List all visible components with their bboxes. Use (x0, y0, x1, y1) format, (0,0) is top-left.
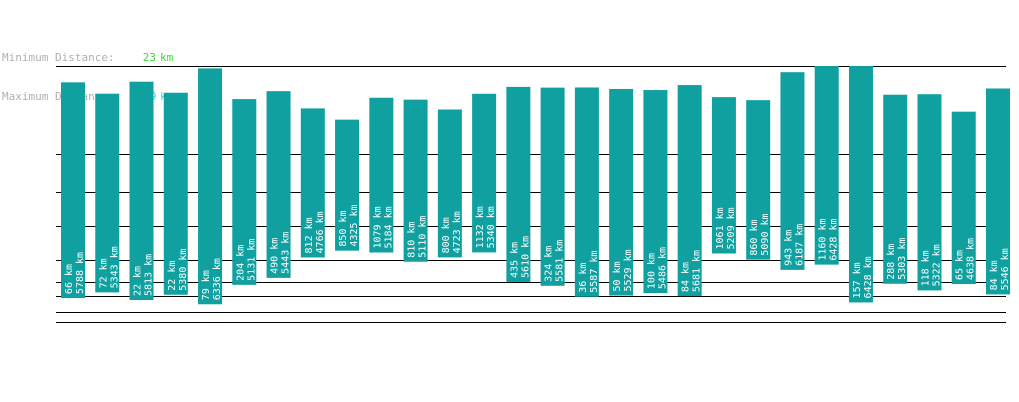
bar-8-max-label: 4325 km (349, 205, 360, 247)
bar-21 (780, 72, 805, 270)
bar-8 (335, 119, 360, 251)
bar-3-min-label: 22 km (167, 261, 178, 291)
bar-13-max-label: 5610 km (520, 236, 531, 278)
bar-17-max-label: 5486 km (657, 247, 668, 289)
bar-5-min-label: 204 km (235, 245, 246, 281)
bar-16-min-label: 50 km (612, 261, 623, 291)
bar-23 (848, 66, 873, 303)
bar-19-min-label: 1061 km (715, 207, 726, 249)
bar-25-max-label: 5322 km (931, 244, 942, 286)
bar-9 (369, 97, 394, 253)
bar-24 (883, 94, 908, 284)
bar-11-min-label: 800 km (441, 217, 452, 253)
bar-9-max-label: 5184 km (383, 206, 394, 248)
bar-4-max-label: 6336 km (212, 258, 223, 300)
min-distance-label: Minimum Distance: (2, 51, 115, 64)
bar-21-max-label: 6187 km (794, 224, 805, 266)
bar-15-min-label: 36 km (578, 263, 589, 293)
bar-10-min-label: 810 km (407, 222, 418, 258)
bar-18 (677, 85, 702, 297)
bar-2-max-label: 5813 km (144, 254, 155, 296)
bar-5-max-label: 5131 km (246, 239, 257, 281)
bar-4-min-label: 79 km (201, 270, 212, 300)
bar-22-max-label: 6428 km (829, 218, 840, 260)
min-distance-row: Minimum Distance: 23 km (2, 51, 173, 64)
bar-19-max-label: 5209 km (726, 207, 737, 249)
bar-0-max-label: 5788 km (75, 252, 86, 294)
bar-16-max-label: 5529 km (623, 249, 634, 291)
bar-8-min-label: 850 km (338, 211, 349, 247)
bar-10 (403, 99, 428, 262)
bar-24-min-label: 288 km (886, 244, 897, 280)
bar-20-max-label: 5090 km (760, 213, 771, 255)
bar-9-min-label: 1079 km (372, 206, 383, 248)
bar-18-min-label: 84 km (681, 262, 692, 292)
bar-10-max-label: 5110 km (418, 216, 429, 258)
bar-27-max-label: 5546 km (1000, 248, 1011, 290)
bar-25 (917, 94, 942, 291)
bar-11-max-label: 4723 km (452, 211, 463, 253)
bar-3-max-label: 5380 km (178, 249, 189, 291)
bar-1-max-label: 5343 km (109, 246, 120, 288)
bar-20 (746, 100, 771, 260)
bar-13-min-label: 435 km (509, 242, 520, 278)
bar-11 (437, 109, 462, 258)
bar-27 (986, 88, 1010, 295)
bar-27-min-label: 84 km (989, 260, 1000, 290)
bar-20-min-label: 860 km (749, 219, 760, 255)
bar-17-min-label: 100 km (646, 253, 657, 289)
bar-2 (129, 81, 154, 301)
bar-6 (266, 91, 291, 278)
bar-12-max-label: 5340 km (486, 206, 497, 248)
bar-26 (951, 111, 976, 285)
bar-14-min-label: 324 km (544, 246, 555, 282)
bar-22-min-label: 1160 km (818, 218, 829, 260)
bar-0 (61, 82, 85, 299)
bar-26-max-label: 4638 km (966, 238, 977, 280)
bar-15 (574, 87, 599, 297)
bar-26-min-label: 65 km (955, 250, 966, 280)
bar-19 (711, 97, 736, 254)
bar-7-min-label: 812 km (304, 217, 315, 253)
bar-6-max-label: 5443 km (281, 232, 292, 274)
bar-16 (609, 88, 634, 296)
bar-7-max-label: 4766 km (315, 211, 326, 253)
bar-7 (300, 108, 325, 258)
bar-18-max-label: 5681 km (692, 250, 703, 292)
bar-14 (540, 87, 565, 286)
bar-4 (198, 68, 223, 305)
bar-17 (643, 90, 668, 294)
bar-23-max-label: 6428 km (863, 256, 874, 298)
bar-0-min-label: 66 km (64, 264, 75, 294)
bar-15-max-label: 5587 km (589, 251, 600, 293)
bar-24-max-label: 5303 km (897, 238, 908, 280)
min-distance-value: 23 (142, 51, 156, 64)
bar-21-min-label: 943 km (783, 230, 794, 266)
bar-1 (95, 93, 120, 293)
bar-12 (472, 93, 497, 253)
min-distance-unit: km (160, 51, 174, 64)
bar-25-min-label: 118 km (920, 250, 931, 286)
bar-5 (232, 99, 257, 285)
bar-2-min-label: 22 km (133, 266, 144, 296)
bar-1-min-label: 72 km (98, 258, 109, 288)
bar-12-min-label: 1132 km (475, 206, 486, 248)
bar-23-min-label: 157 km (852, 262, 863, 298)
bar-22 (814, 66, 839, 265)
bar-14-max-label: 5581 km (555, 240, 566, 282)
bar-13 (506, 86, 531, 282)
bar-3 (163, 92, 188, 295)
bar-6-min-label: 490 km (270, 238, 281, 274)
